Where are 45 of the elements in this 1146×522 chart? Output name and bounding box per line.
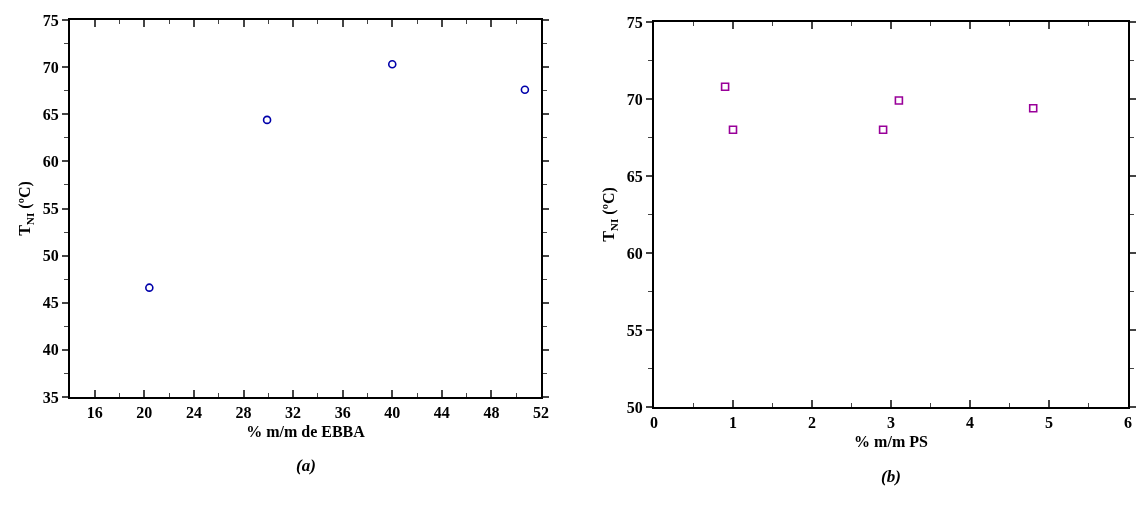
point	[387, 60, 397, 69]
point	[520, 85, 530, 95]
point	[878, 125, 888, 135]
x-tick-label: 36	[334, 404, 351, 422]
text: (a)	[296, 456, 316, 475]
y-tick-label: 50	[626, 398, 643, 416]
x-tick-label: 52	[533, 404, 549, 422]
x-tick-label: 5	[1045, 414, 1053, 432]
y-tick-label: 75	[626, 13, 643, 31]
y-tick-label: 40	[42, 341, 59, 359]
x-tick-label: 0	[650, 414, 658, 432]
point	[1028, 103, 1038, 113]
x-tick-label: 3	[887, 414, 895, 432]
x-axis-title: % m/m de EBBA	[246, 423, 366, 441]
y-tick-label: 75	[42, 11, 59, 29]
y-tick-label: 70	[42, 58, 59, 76]
y-tick-label: 60	[42, 152, 59, 170]
point	[145, 283, 154, 292]
y-tick-label: 65	[42, 105, 59, 123]
x-tick-label: 40	[384, 404, 401, 422]
point	[894, 96, 904, 105]
x-tick-label: 32	[285, 404, 302, 422]
point	[728, 125, 738, 135]
y-tick-label: 35	[42, 388, 59, 406]
x-tick-label: 16	[86, 404, 103, 422]
x-tick-label: 1	[729, 414, 737, 432]
y-tick-label: 55	[626, 321, 643, 339]
y-tick-label: 55	[42, 200, 59, 218]
y-tick-label: 45	[42, 294, 59, 312]
y-tick-label: 50	[42, 247, 59, 265]
x-tick-label: 4	[966, 414, 974, 432]
y-tick-label: 70	[626, 90, 643, 108]
x-tick-label: 44	[433, 404, 450, 422]
x-tick-label: 24	[185, 404, 202, 422]
point	[262, 115, 272, 125]
x-tick-label: 2	[808, 414, 816, 432]
x-tick-label: 6	[1124, 414, 1132, 432]
text: (b)	[881, 467, 901, 486]
x-axis-title: % m/m PS	[854, 433, 928, 451]
y-tick-label: 60	[626, 244, 643, 262]
x-tick-label: 48	[483, 404, 500, 422]
y-tick-label: 65	[626, 167, 643, 185]
x-tick-label: 28	[235, 404, 252, 422]
point	[720, 82, 730, 91]
x-tick-label: 20	[136, 404, 153, 422]
